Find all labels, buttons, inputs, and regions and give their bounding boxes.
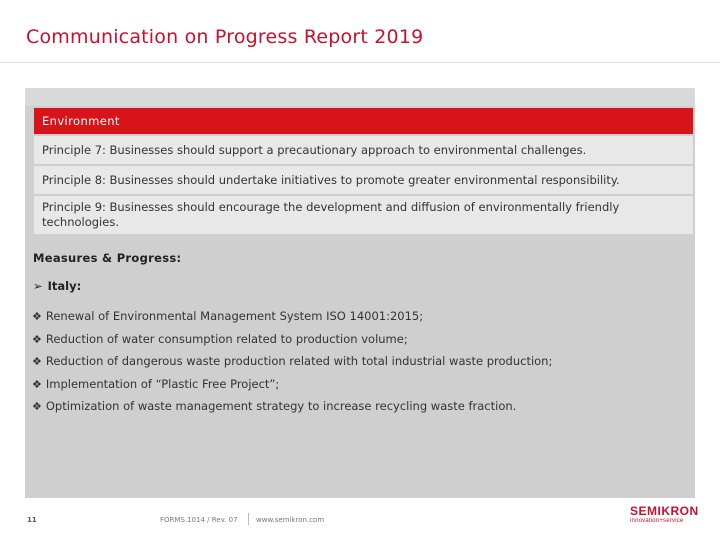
website-link[interactable]: www.semikron.com [256,516,325,524]
list-item: ❖ Reduction of dangerous waste production… [32,354,552,368]
environment-heading: Environment [34,108,693,134]
list-item: ❖ Implementation of “Plastic Free Project… [32,377,279,391]
footer-divider [248,513,249,525]
form-reference: FORMS.1014 / Rev. 07 [160,516,238,524]
diamond-bullet-icon: ❖ [32,378,42,391]
arrow-bullet-icon: ➢ [33,279,43,293]
measures-heading: Measures & Progress: [33,251,182,265]
panel-top-strip [25,88,695,106]
principle-7: Principle 7: Businesses should support a… [34,136,693,164]
list-item-text: Renewal of Environmental Management Syst… [45,309,424,323]
page-number: 11 [27,516,37,524]
principle-9: Principle 9: Businesses should encourage… [34,196,693,234]
logo-wordmark: SEMIKRON [630,504,699,518]
diamond-bullet-icon: ❖ [32,400,42,413]
list-item: ❖ Reduction of water consumption related … [32,332,408,346]
list-item: ❖ Optimization of waste management strate… [32,399,516,413]
list-item-text: Optimization of waste management strateg… [45,399,517,413]
logo-tagline: innovation+service [630,518,684,524]
region-label: Italy: [47,279,82,293]
list-item-text: Reduction of dangerous waste production … [45,354,553,368]
diamond-bullet-icon: ❖ [32,355,42,368]
principle-8: Principle 8: Businesses should undertake… [34,166,693,194]
diamond-bullet-icon: ❖ [32,333,42,346]
list-item-text: Reduction of water consumption related t… [45,332,408,346]
diamond-bullet-icon: ❖ [32,310,42,323]
page-title: Communication on Progress Report 2019 [26,26,424,48]
list-item-text: Implementation of “Plastic Free Project”… [45,377,280,391]
semikron-logo: SEMIKRON innovation+service [630,504,699,527]
region-heading: ➢ Italy: [33,279,81,293]
list-item: ❖ Renewal of Environmental Management Sys… [32,309,423,323]
title-divider [0,62,720,63]
